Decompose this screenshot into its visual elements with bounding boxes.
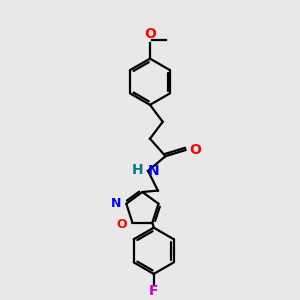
Text: O: O: [190, 143, 201, 157]
Text: N: N: [111, 196, 121, 210]
Text: O: O: [117, 218, 128, 230]
Text: O: O: [144, 27, 156, 41]
Text: N: N: [148, 164, 160, 178]
Text: F: F: [149, 284, 158, 298]
Text: H: H: [131, 163, 143, 177]
